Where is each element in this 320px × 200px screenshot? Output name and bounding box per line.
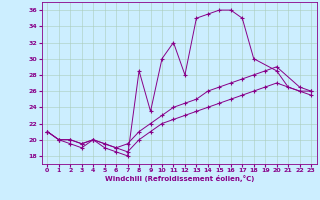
X-axis label: Windchill (Refroidissement éolien,°C): Windchill (Refroidissement éolien,°C)	[105, 175, 254, 182]
